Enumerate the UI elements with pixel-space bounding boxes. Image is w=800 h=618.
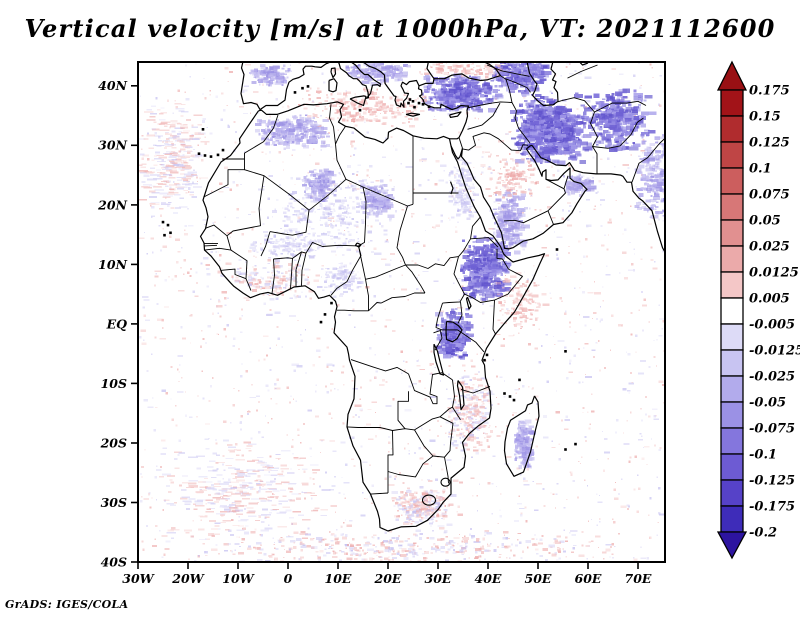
colorbar-label: -0.075 [749,422,795,437]
colorbar-label: -0.0125 [749,344,800,359]
colorbar-segment [720,193,744,221]
colorbar-label: 0.125 [749,136,790,151]
y-tick-label: EQ [106,316,128,331]
colorbar-label: -0.1 [749,448,777,463]
colorbar-label: -0.025 [749,370,795,385]
colorbar-label: -0.05 [749,396,786,411]
colorbar-label: -0.175 [749,500,795,515]
colorbar-label: 0.175 [749,84,790,99]
colorbar-segment [720,375,744,403]
colorbar-segment [720,245,744,273]
x-tick-label: 30W [122,571,155,586]
colorbar-segment [720,453,744,481]
x-tick-label: 20E [374,571,402,586]
coastlines [161,62,665,532]
y-tick-label: 20S [100,435,127,450]
colorbar-segment [720,167,744,195]
x-tick-label: 10E [325,571,352,586]
colorbar-segment [720,479,744,507]
colorbar-label: 0.025 [749,240,790,255]
colorbar-segment [720,427,744,455]
colorbar-label: 0.075 [749,188,790,203]
x-axis-ticks: 30W 20W 10W 0 10E 20E 30E 40E 50E 60E 70E [122,562,652,586]
colorbar-label: 0.15 [749,110,781,125]
y-tick-label: 10N [98,257,127,272]
y-tick-label: 40N [98,78,127,93]
colorbar-segment [720,297,744,325]
colorbar-label: 0.005 [749,292,790,307]
x-tick-label: 40E [475,571,502,586]
colorbar-label: 0.05 [749,214,781,229]
colorbar-label: -0.125 [749,474,795,489]
colorbar-segment [720,89,744,117]
colorbar-segment [720,505,744,533]
y-tick-label: 10S [101,376,127,391]
x-tick-label: 10W [222,571,255,586]
x-tick-label: 70E [625,571,652,586]
colorbar-arrow-down [716,531,748,560]
x-tick-label: 20W [171,571,205,586]
colorbar-segment [720,349,744,377]
x-tick-label: 0 [284,571,293,586]
colorbar-segment [720,115,744,143]
y-tick-label: 30S [101,495,127,510]
colorbar-segment [720,323,744,351]
colorbar-label: 0.1 [749,162,772,177]
colorbar-label: -0.2 [749,526,777,541]
x-tick-label: 60E [575,571,602,586]
y-tick-label: 20N [97,197,127,212]
map-frame [137,61,666,563]
grads-attribution: GrADS: IGES/COLA [5,598,129,611]
colorbar-segment [720,219,744,247]
colorbar-arrow-up [716,60,748,91]
colorbar: 0.175 0.15 0.125 0.1 0.075 0.05 0.025 0.0125 0.0… [716,60,800,560]
plot-title: Vertical velocity [m/s] at 1000hPa, VT: … [24,14,776,43]
y-axis-ticks: 40N 30N 20N 10N EQ 10S 20S 30S 40S [97,78,138,569]
country-borders [203,64,665,495]
colorbar-segment [720,401,744,429]
x-tick-label: 50E [525,571,552,586]
y-tick-label: 30N [98,138,127,153]
colorbar-segment [720,271,744,299]
colorbar-label: -0.005 [749,318,795,333]
x-tick-label: 30E [425,571,452,586]
colorbar-label: 0.0125 [749,266,799,281]
y-tick-label: 40S [101,554,127,569]
shading-noise [138,62,665,562]
colorbar-segment [720,141,744,169]
